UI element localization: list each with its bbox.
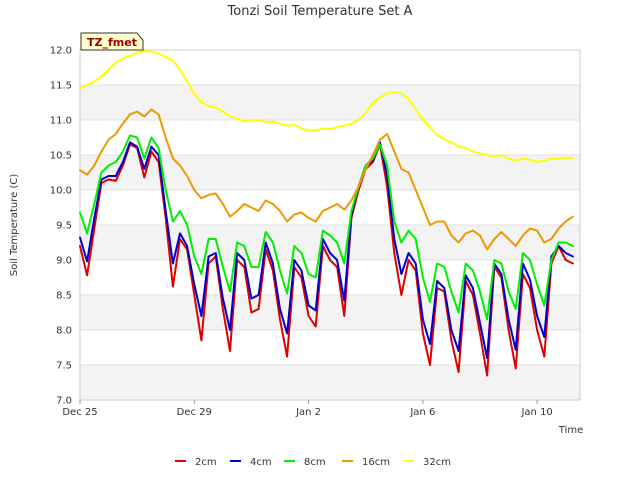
plot-band (80, 85, 580, 120)
plot-band (80, 225, 580, 260)
series-line-32cm (79, 50, 574, 163)
series-line-4cm (79, 141, 574, 359)
y-tick-label: 9.0 (56, 256, 72, 267)
legend-label-8cm: 8cm (304, 457, 326, 468)
legend-label-4cm: 4cm (250, 457, 272, 468)
y-tick-label: 11.0 (50, 116, 72, 127)
y-axis-label: Soil Temperature (C) (9, 174, 20, 277)
series-lines (79, 50, 574, 377)
chart-title: Tonzi Soil Temperature Set A (227, 4, 413, 19)
x-tick-label: Dec 29 (177, 407, 212, 418)
y-tick-label: 8.0 (56, 326, 72, 337)
site-badge: TZ_fmet (80, 32, 144, 51)
x-tick-label: Jan 2 (295, 407, 321, 418)
x-tick-label: Jan 6 (409, 407, 435, 418)
legend: 2cm 4cm 8cm 16cm 32cm (175, 457, 451, 468)
legend-label-2cm: 2cm (195, 457, 217, 468)
series-line-16cm (79, 108, 574, 251)
plot-bands (80, 85, 580, 400)
site-badge-box (80, 32, 144, 51)
y-tick-label: 9.5 (56, 221, 72, 232)
site-badge-label: TZ_fmet (87, 36, 137, 49)
y-axis-ticks: 7.0 7.5 8.0 8.5 9.0 9.5 10.0 10.5 11.0 11.5 12.0 (50, 46, 72, 407)
plot-band (80, 295, 580, 330)
legend-label-16cm: 16cm (362, 457, 390, 468)
plot-band (80, 155, 580, 190)
y-tick-label: 12.0 (50, 46, 72, 57)
y-tick-label: 7.0 (56, 396, 72, 407)
plot-area (79, 49, 581, 401)
y-tick-label: 7.5 (56, 361, 72, 372)
x-axis-label: Time (558, 425, 583, 436)
y-tick-label: 8.5 (56, 291, 72, 302)
series-line-8cm (79, 134, 574, 321)
x-axis-ticks: Dec 25 Dec 29 Jan 2 Jan 6 Jan 10 (62, 400, 553, 418)
legend-label-32cm: 32cm (423, 457, 451, 468)
x-tick-label: Jan 10 (520, 407, 552, 418)
y-tick-label: 10.0 (50, 186, 72, 197)
plot-band (80, 365, 580, 400)
y-tick-label: 10.5 (50, 151, 72, 162)
x-tick-label: Dec 25 (62, 407, 97, 418)
y-tick-label: 11.5 (50, 81, 72, 92)
